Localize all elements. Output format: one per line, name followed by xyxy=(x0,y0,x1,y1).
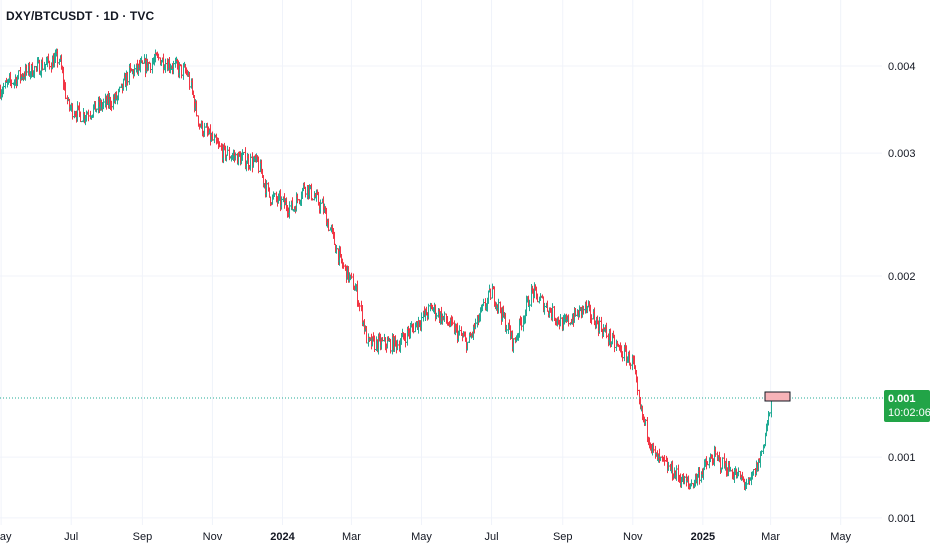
ohlc-bar-down xyxy=(149,62,152,73)
x-tick-label: Jul xyxy=(485,531,499,543)
x-tick-label: Nov xyxy=(623,531,643,543)
last-price-tag: 0.001 10:02:06 xyxy=(884,390,931,422)
x-tick-label: Mar xyxy=(761,531,780,543)
y-tick-label: 0.001 xyxy=(888,452,916,464)
y-tick-label: 0.002 xyxy=(888,271,916,283)
ohlc-bar-down xyxy=(613,334,616,353)
x-tick-label: Sep xyxy=(553,531,573,543)
grid-layer xyxy=(0,0,882,525)
current-bar-highlight xyxy=(764,391,791,402)
y-tick-label: 0.001 xyxy=(888,513,916,525)
ohlc-bar-down xyxy=(162,53,165,74)
symbol-title[interactable]: DXY/BTCUSDT · 1D · TVC xyxy=(6,9,155,23)
y-tick-label: 0.003 xyxy=(888,148,916,160)
y-tick-label: 0.004 xyxy=(888,61,916,73)
ohlc-bars xyxy=(0,48,773,491)
x-tick-label: May xyxy=(830,531,851,543)
last-price-value: 0.001 xyxy=(888,393,916,405)
x-tick-label: 2025 xyxy=(691,531,715,543)
x-tick-label: May xyxy=(411,531,432,543)
ohlc-bar-up xyxy=(721,457,724,470)
ohlc-bar-down xyxy=(180,64,183,79)
x-tick-label: May xyxy=(0,531,12,543)
axis-layer: 0.004 0.003 0.002 0.001 0.001 May Jul Sep Nov 202… xyxy=(0,61,916,543)
x-tick-label: Mar xyxy=(342,531,361,543)
x-tick-label: Jul xyxy=(64,531,78,543)
x-tick-label: 2024 xyxy=(270,531,295,543)
x-tick-label: Nov xyxy=(203,531,223,543)
ohlc-bar-down xyxy=(304,186,307,198)
ohlc-bar-down xyxy=(48,60,51,70)
x-tick-label: Sep xyxy=(133,531,153,543)
bar-countdown: 10:02:06 xyxy=(888,407,931,419)
